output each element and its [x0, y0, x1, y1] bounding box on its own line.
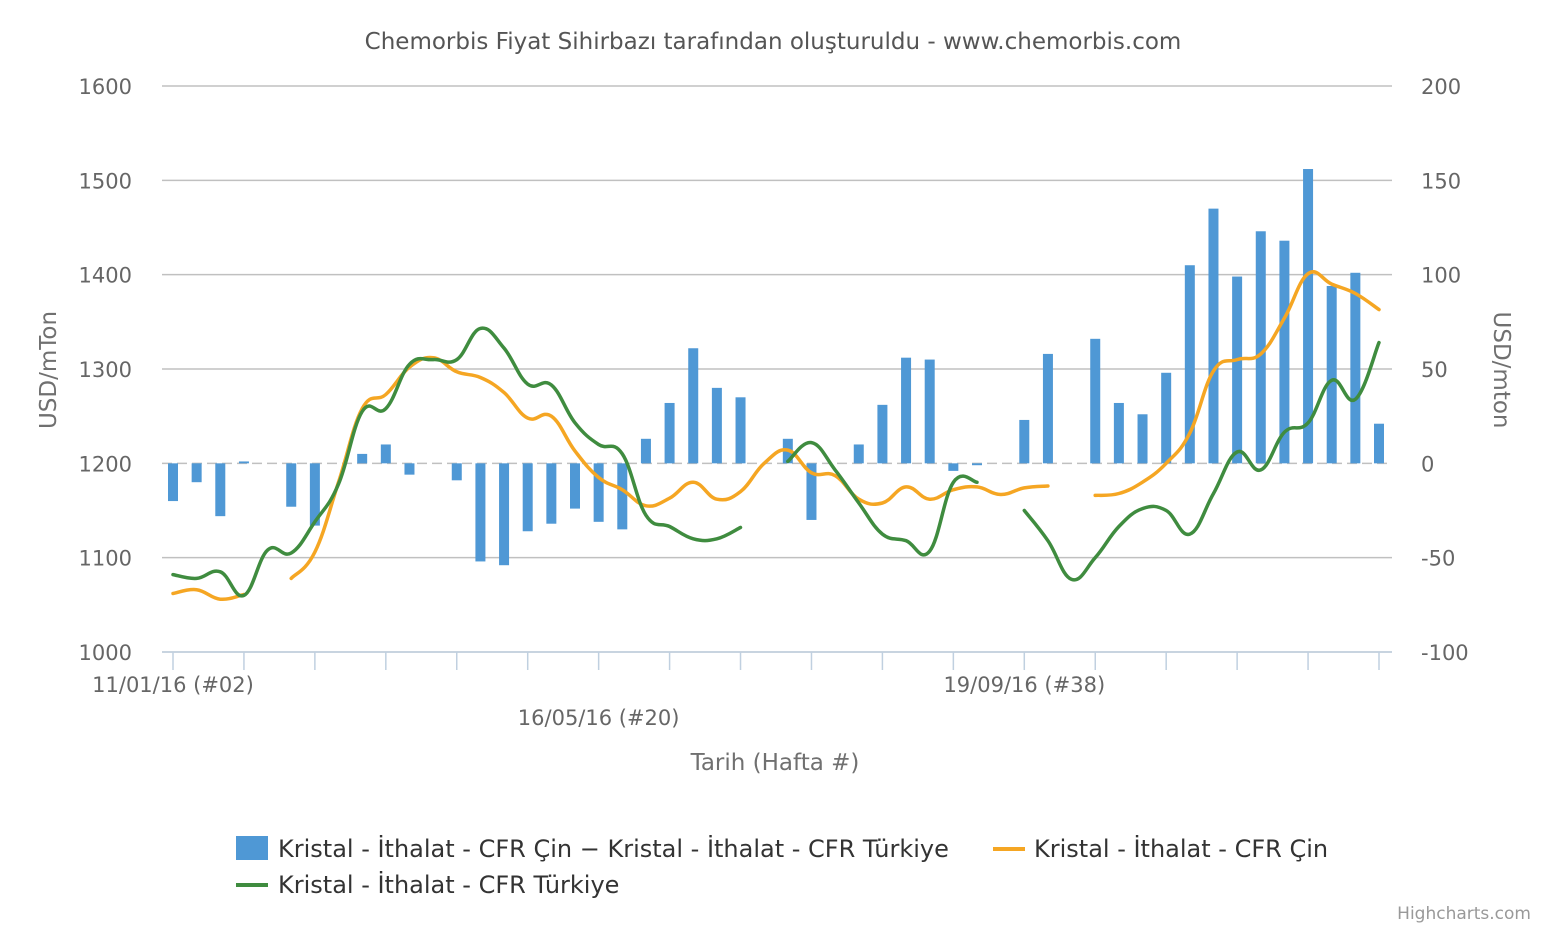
bar[interactable]	[1350, 272, 1361, 464]
y-right-tick-label: -50	[1421, 547, 1455, 571]
axes: 1000 1100 1200 1300 1400 1500 1600 -100 -50 0 50 10…	[79, 75, 1469, 730]
legend-label-cfr-cin: Kristal - İthalat - CFR Çin	[1034, 834, 1328, 863]
line-cfr-turkiye[interactable]	[786, 440, 979, 557]
bar[interactable]	[1208, 208, 1219, 464]
line-cfr-cin[interactable]	[289, 355, 1050, 581]
bar[interactable]	[640, 438, 651, 464]
y-left-tick-label: 1500	[79, 169, 132, 193]
bar[interactable]	[901, 357, 912, 464]
bar[interactable]	[191, 463, 202, 483]
bar[interactable]	[735, 397, 746, 464]
bar[interactable]	[948, 463, 959, 471]
bar[interactable]	[1090, 338, 1101, 464]
bar[interactable]	[215, 463, 226, 517]
bar[interactable]	[499, 463, 510, 566]
bar[interactable]	[688, 348, 699, 464]
bar[interactable]	[1326, 285, 1337, 464]
x-tick-label: 16/05/16 (#20)	[518, 706, 680, 730]
bar[interactable]	[380, 444, 391, 464]
line-series	[171, 270, 1381, 602]
bar[interactable]	[924, 359, 935, 464]
bar[interactable]	[404, 463, 415, 475]
y-axis-left-title: USD/mTon	[36, 311, 62, 429]
bar[interactable]	[451, 463, 462, 481]
x-tick-label: 11/01/16 (#02)	[92, 673, 254, 697]
line-cfr-cin[interactable]	[171, 587, 246, 602]
bar[interactable]	[853, 444, 864, 464]
bar[interactable]	[1255, 231, 1266, 464]
bar[interactable]	[1019, 419, 1030, 464]
bar[interactable]	[1232, 276, 1243, 464]
line-cfr-cin[interactable]	[1093, 270, 1381, 498]
bar[interactable]	[286, 463, 297, 507]
bar[interactable]	[546, 463, 557, 524]
y-right-tick-label: 0	[1421, 452, 1434, 476]
line-cfr-turkiye[interactable]	[1022, 340, 1381, 582]
bar[interactable]	[522, 463, 533, 532]
bar[interactable]	[1279, 240, 1290, 464]
legend[interactable]: Kristal - İthalat - CFR Çin − Kristal - …	[236, 834, 1328, 899]
legend-item-cfr-turkiye[interactable]: Kristal - İthalat - CFR Türkiye	[236, 870, 619, 899]
y-left-tick-label: 1100	[79, 547, 132, 571]
x-tick-label: 19/09/16 (#38)	[943, 673, 1105, 697]
x-axis-title: Tarih (Hafta #)	[690, 750, 860, 776]
bar[interactable]	[1184, 265, 1195, 464]
legend-swatch-difference	[236, 836, 268, 860]
y-left-tick-label: 1000	[79, 641, 132, 665]
bar-series	[168, 169, 1384, 566]
bar[interactable]	[617, 463, 628, 530]
bar[interactable]	[1161, 372, 1172, 464]
y-right-tick-label: 200	[1421, 75, 1461, 99]
bar[interactable]	[168, 463, 178, 502]
y-left-tick-label: 1200	[79, 452, 132, 476]
y-axis-right-title: USD/mton	[1488, 312, 1514, 429]
grid-lines	[162, 85, 1392, 653]
legend-label-difference: Kristal - İthalat - CFR Çin − Kristal - …	[278, 834, 949, 863]
bar[interactable]	[664, 402, 675, 464]
bar[interactable]	[711, 387, 722, 464]
line-cfr-turkiye[interactable]	[171, 326, 743, 598]
y-left-tick-label: 1400	[79, 264, 132, 288]
bar[interactable]	[1303, 169, 1314, 464]
bar[interactable]	[593, 463, 604, 522]
y-right-tick-label: -100	[1421, 641, 1469, 665]
bar[interactable]	[806, 463, 817, 520]
y-left-tick-label: 1600	[79, 75, 132, 99]
bar[interactable]	[309, 463, 320, 526]
bar[interactable]	[972, 463, 982, 466]
bar[interactable]	[357, 453, 368, 464]
bar[interactable]	[1113, 402, 1124, 464]
y-right-tick-label: 50	[1421, 358, 1448, 382]
legend-item-cfr-cin[interactable]: Kristal - İthalat - CFR Çin	[993, 834, 1328, 863]
y-left-tick-label: 1300	[79, 358, 132, 382]
y-right-tick-label: 100	[1421, 264, 1461, 288]
bar[interactable]	[1374, 423, 1384, 464]
bar[interactable]	[1042, 353, 1053, 464]
bar[interactable]	[877, 404, 888, 464]
y-right-tick-label: 150	[1421, 169, 1461, 193]
bar[interactable]	[475, 463, 486, 562]
bar[interactable]	[238, 461, 249, 464]
chart-title: Chemorbis Fiyat Sihirbazı tarafından olu…	[365, 29, 1182, 55]
legend-item-difference[interactable]: Kristal - İthalat - CFR Çin − Kristal - …	[236, 834, 949, 863]
legend-label-cfr-turkiye: Kristal - İthalat - CFR Türkiye	[278, 870, 619, 899]
bar[interactable]	[570, 463, 580, 509]
credit-link[interactable]: Highcharts.com	[1397, 904, 1531, 924]
bar[interactable]	[1137, 414, 1148, 464]
